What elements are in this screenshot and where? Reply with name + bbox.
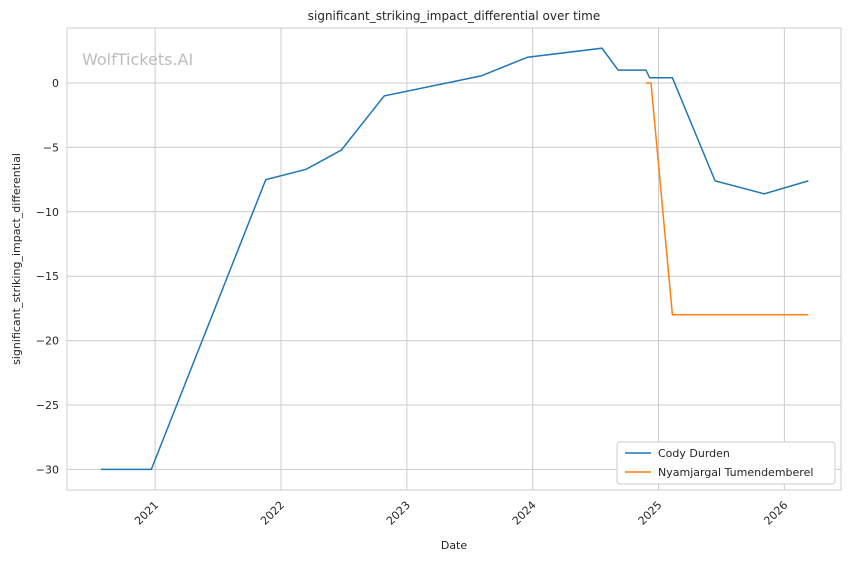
y-tick-label: 0 <box>52 77 59 90</box>
legend-label-nyamjargal: Nyamjargal Tumendemberel <box>658 466 813 479</box>
x-tick-label: 2023 <box>384 499 413 528</box>
y-axis-label: significant_striking_impact_differential <box>10 153 23 365</box>
series-line-0 <box>101 47 809 471</box>
x-tick-label: 2022 <box>258 499 287 528</box>
y-tick-label: −30 <box>36 463 59 476</box>
y-tick-label: −20 <box>36 335 59 348</box>
y-tick-label: −10 <box>36 206 59 219</box>
chart-title: significant_striking_impact_differential… <box>308 9 600 23</box>
x-tick-label: 2021 <box>132 499 161 528</box>
watermark: WolfTickets.AI <box>82 50 193 69</box>
series-line-1 <box>645 82 809 316</box>
x-tick-label: 2026 <box>761 499 790 528</box>
legend: Cody Durden Nyamjargal Tumendemberel <box>616 441 836 485</box>
plot-area <box>66 27 842 491</box>
y-tick-label: −25 <box>36 399 59 412</box>
x-axis-label: Date <box>441 539 468 552</box>
x-tick-label: 2024 <box>510 499 539 528</box>
y-tick-label: −5 <box>43 141 59 154</box>
legend-label-cody: Cody Durden <box>658 447 730 460</box>
x-tick-label: 2025 <box>636 499 665 528</box>
y-tick-label: −15 <box>36 270 59 283</box>
